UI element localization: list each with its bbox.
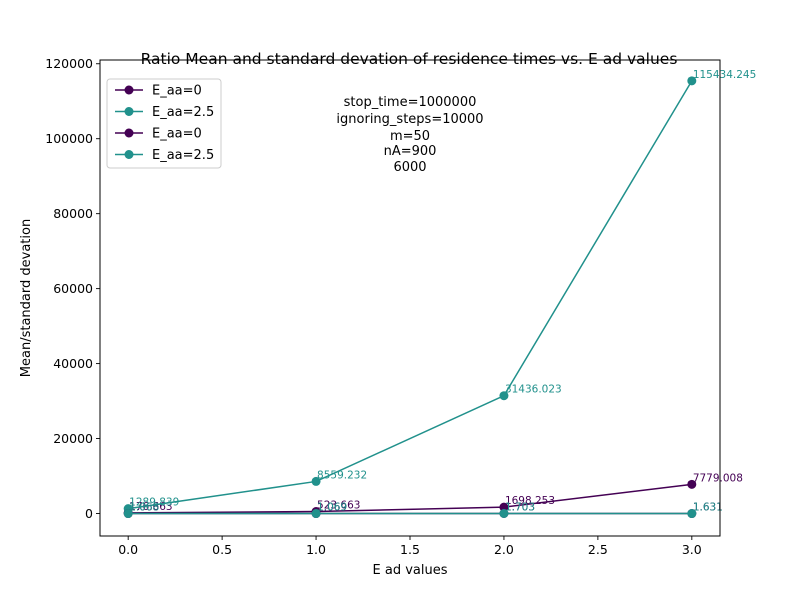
- y-axis: 0 20000 40000 60000 80000 100000 120000: [45, 56, 100, 521]
- data-label: 1.069: [317, 502, 347, 514]
- y-tick-label: 40000: [53, 356, 93, 371]
- data-point: [687, 479, 697, 489]
- legend-label: E_aa=2.5: [152, 148, 214, 163]
- x-axis: 0.0 0.5 1.0 1.5 2.0 2.5 3.0: [118, 536, 702, 557]
- y-tick-label: 120000: [45, 56, 93, 71]
- x-tick-label: 3.0: [682, 542, 702, 557]
- x-tick-label: 2.0: [494, 542, 514, 557]
- legend-label: E_aa=2.5: [152, 105, 214, 120]
- series-line: [128, 483, 692, 514]
- x-tick-label: 0.5: [212, 542, 232, 557]
- y-tick-label: 0: [85, 506, 93, 521]
- x-tick-label: 0.0: [118, 542, 138, 557]
- data-label: 1.069: [317, 502, 347, 514]
- data-point: [687, 76, 697, 86]
- plot-area: 176.663 523.663 1698.2537779.0081289.83985…: [123, 69, 756, 519]
- data-point: [311, 509, 321, 519]
- legend-swatch-marker: [124, 107, 134, 116]
- data-label: 1.068: [129, 502, 159, 514]
- data-point: [499, 509, 509, 519]
- data-point: [311, 476, 321, 486]
- y-tick-label: 60000: [53, 281, 93, 296]
- data-point: [499, 502, 509, 512]
- data-label: 8559.232: [317, 469, 367, 481]
- data-point: [123, 509, 133, 519]
- legend-swatch-marker: [124, 128, 134, 138]
- data-label: 1289.839: [129, 497, 179, 509]
- series-line: [128, 80, 693, 510]
- data-label: 1.631: [693, 502, 723, 514]
- data-label: 523.663: [317, 500, 360, 512]
- data-label: 1698.253: [505, 495, 555, 507]
- x-axis-label: E ad values: [373, 563, 448, 578]
- y-tick-label: 80000: [53, 206, 93, 221]
- data-label: 1.068: [129, 502, 159, 514]
- y-axis-label: Mean/standard devation: [19, 219, 34, 377]
- data-label: 7779.008: [693, 472, 743, 484]
- legend-label: E_aa=0: [152, 84, 202, 99]
- legend-swatch-marker: [124, 150, 134, 159]
- x-tick-label: 1.0: [306, 542, 326, 557]
- legend-swatch-marker: [124, 85, 134, 95]
- annotation-line: ignoring_steps=10000: [336, 112, 483, 127]
- annotation-line: m=50: [390, 129, 430, 144]
- x-tick-label: 1.5: [400, 542, 420, 557]
- data-label: 1.703: [505, 502, 535, 514]
- annotation-line: 6000: [393, 160, 426, 175]
- x-tick-label: 2.5: [588, 542, 608, 557]
- annotation-line: nA=900: [384, 144, 437, 159]
- data-label: 31436.023: [505, 384, 562, 396]
- legend: E_aa=0 E_aa=2.5 E_aa=0 E_aa=2.5: [106, 78, 222, 169]
- data-label: 1.631: [693, 502, 723, 514]
- data-point: [499, 391, 509, 401]
- data-label: 115434.245: [693, 69, 756, 81]
- data-point: [687, 509, 697, 519]
- annotation-line: stop_time=1000000: [344, 95, 477, 110]
- parameters-annotation: stop_time=1000000 ignoring_steps=10000 m…: [336, 95, 483, 175]
- legend-frame: [106, 78, 222, 169]
- y-tick-label: 100000: [45, 131, 93, 146]
- data-label: 1.703: [505, 502, 535, 514]
- legend-label: E_aa=0: [152, 127, 202, 142]
- y-tick-label: 20000: [53, 431, 93, 446]
- chart-title: Ratio Mean and standard devation of resi…: [141, 50, 678, 68]
